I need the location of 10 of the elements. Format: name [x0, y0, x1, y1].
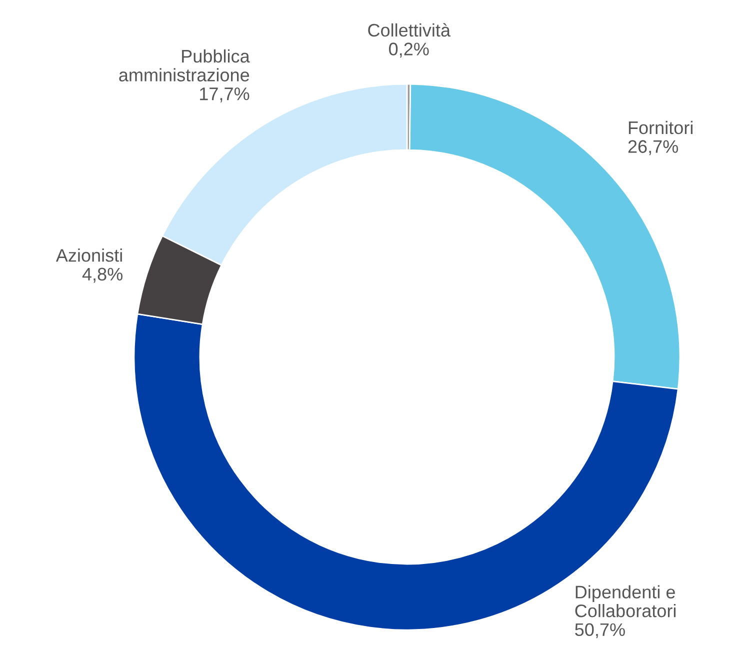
slice-label: Pubblica amministrazione: [119, 49, 250, 82]
slice-label: Fornitori: [628, 120, 692, 134]
slice-label: Azionisti: [56, 248, 122, 262]
data-label: 17,7%: [200, 88, 250, 102]
slice-label: Dipendenti e Collaboratori: [575, 585, 676, 618]
data-label: 0,2%: [389, 42, 429, 58]
data-label: 50,7%: [575, 623, 625, 638]
data-label: 4,8%: [82, 268, 122, 283]
data-label: 26,7%: [628, 140, 678, 156]
slice-label: Collettività: [368, 23, 451, 37]
